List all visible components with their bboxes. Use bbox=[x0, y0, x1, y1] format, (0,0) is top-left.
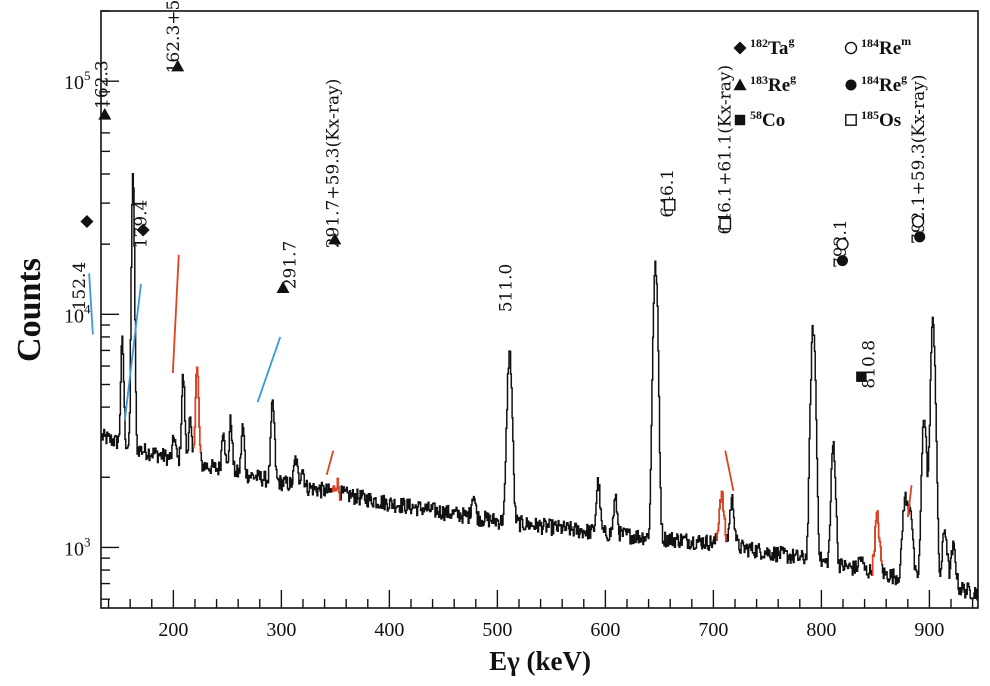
legend-entry-183re: 183Reg bbox=[750, 71, 796, 96]
legend-filled-circle-marker bbox=[845, 79, 857, 91]
open-circle-marker bbox=[836, 237, 849, 251]
plot-frame bbox=[100, 10, 979, 609]
leader-line-l162sum bbox=[171, 254, 180, 374]
legend-entry-184re: 184Reg bbox=[861, 71, 907, 96]
legend-diamond-marker bbox=[733, 41, 747, 55]
leader-line-l646sum bbox=[724, 450, 735, 491]
open-square-marker bbox=[663, 198, 676, 211]
sum-peak-trace bbox=[192, 366, 202, 453]
peak-labels: 152.4 162.3 179.4 162.3+59.3(Kx-ray) 291.7 29… bbox=[70, 0, 929, 389]
peak-label-l511: 511.0 bbox=[496, 264, 516, 313]
x-tick-label: 300 bbox=[266, 619, 296, 641]
filled-circle-marker bbox=[836, 255, 848, 267]
peak-label-l179: 179.4 bbox=[131, 200, 151, 249]
y-axis: 103 104 105 bbox=[64, 10, 119, 600]
spectrum-trace bbox=[101, 172, 978, 601]
leader-line-l291sum bbox=[325, 450, 335, 476]
peak-label-l291: 291.7 bbox=[280, 241, 300, 290]
y-axis-title: Counts bbox=[11, 258, 48, 362]
diamond-marker bbox=[80, 215, 94, 229]
legend-entry-185os: 185Os bbox=[861, 108, 901, 131]
x-tick-label: 500 bbox=[482, 619, 512, 641]
legend-entry-182ta: 182Tag bbox=[750, 34, 794, 59]
y-tick-label: 103 bbox=[64, 534, 91, 560]
legend-triangle-marker bbox=[733, 78, 747, 91]
legend-open-circle-marker bbox=[844, 41, 858, 55]
spectrum-layer bbox=[101, 172, 978, 601]
x-tick-label: 900 bbox=[914, 619, 944, 641]
x-tick-label: 800 bbox=[806, 619, 836, 641]
triangle-marker bbox=[98, 107, 112, 120]
triangle-marker bbox=[328, 232, 342, 245]
x-tick-label: 400 bbox=[374, 619, 404, 641]
peak-label-l291sum: 291.7+59.3(Kx-ray) bbox=[324, 79, 344, 249]
x-tick-label: 200 bbox=[158, 619, 188, 641]
filled-square-marker bbox=[856, 371, 867, 382]
legend-entry-58co: 58Co bbox=[750, 108, 785, 131]
peak-label-l646sum: 646.1+61.1(Kx-ray) bbox=[716, 65, 736, 235]
leader-line-l792sum bbox=[906, 485, 913, 518]
legend: 182Tag 184Rem 183Reg 184Reg 58Co 185Os bbox=[733, 34, 911, 131]
y-tick-label: 105 bbox=[64, 68, 91, 94]
open-circle-marker bbox=[911, 215, 925, 228]
peak-label-l162: 162.3 bbox=[93, 60, 113, 109]
y-tick-label: 104 bbox=[64, 301, 91, 327]
x-tick-label: 600 bbox=[590, 619, 620, 641]
open-square-marker bbox=[719, 217, 732, 230]
diamond-marker bbox=[136, 223, 150, 237]
sum-peak-trace bbox=[332, 477, 342, 501]
peak-label-l152: 152.4 bbox=[70, 262, 90, 311]
leader-line-l291 bbox=[256, 336, 282, 403]
legend-filled-square-marker bbox=[734, 114, 746, 126]
peak-label-l162sum: 162.3+59.3(Kx-ray) bbox=[164, 0, 184, 73]
triangle-marker bbox=[171, 59, 185, 72]
triangle-marker bbox=[276, 281, 290, 293]
peak-label-l792sum: 792.1+59.3(Kx-ray) bbox=[909, 74, 929, 244]
sum-peak-trace bbox=[716, 490, 727, 542]
x-tick-label: 700 bbox=[698, 619, 728, 641]
legend-open-square-marker bbox=[845, 114, 857, 126]
sum-peak-trace bbox=[871, 510, 883, 577]
leader-line-l152 bbox=[88, 273, 94, 335]
leader-lines bbox=[88, 254, 913, 518]
peak-markers bbox=[80, 59, 926, 382]
filled-circle-marker bbox=[914, 231, 926, 243]
legend-entry-184re: 184Rem bbox=[861, 34, 911, 59]
leader-line-l179 bbox=[123, 283, 142, 421]
x-axis-title: Eγ (keV) bbox=[489, 646, 591, 676]
x-axis: 200 300 400 500 600 700 800 900 bbox=[107, 590, 974, 641]
